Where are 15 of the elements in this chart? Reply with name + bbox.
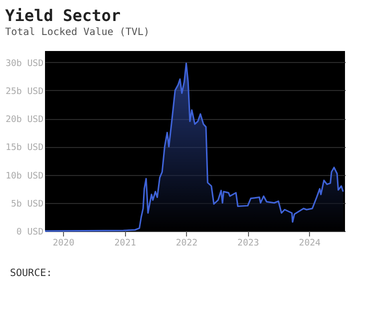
y-tick-label: 15b USD [6,143,44,154]
x-tick-label: 2021 [114,238,136,248]
y-tick-label: 5b USD [10,199,44,210]
chart-title: Yield Sector [5,6,121,25]
x-tick-label: 2024 [298,238,321,248]
source-note: SOURCE: [10,268,52,279]
y-tick-label: 0 USD [16,228,44,238]
y-tick-label: 25b USD [6,86,44,97]
x-tick-label: 2023 [237,238,260,248]
x-tick-label: 2022 [176,238,198,248]
y-tick-label: 20b USD [6,115,44,125]
y-tick-label: 10b USD [6,171,44,182]
chart-subtitle: Total Locked Value (TVL) [5,27,150,38]
x-tick-label: 2020 [52,238,74,248]
y-tick-label: 30b USD [6,58,44,69]
